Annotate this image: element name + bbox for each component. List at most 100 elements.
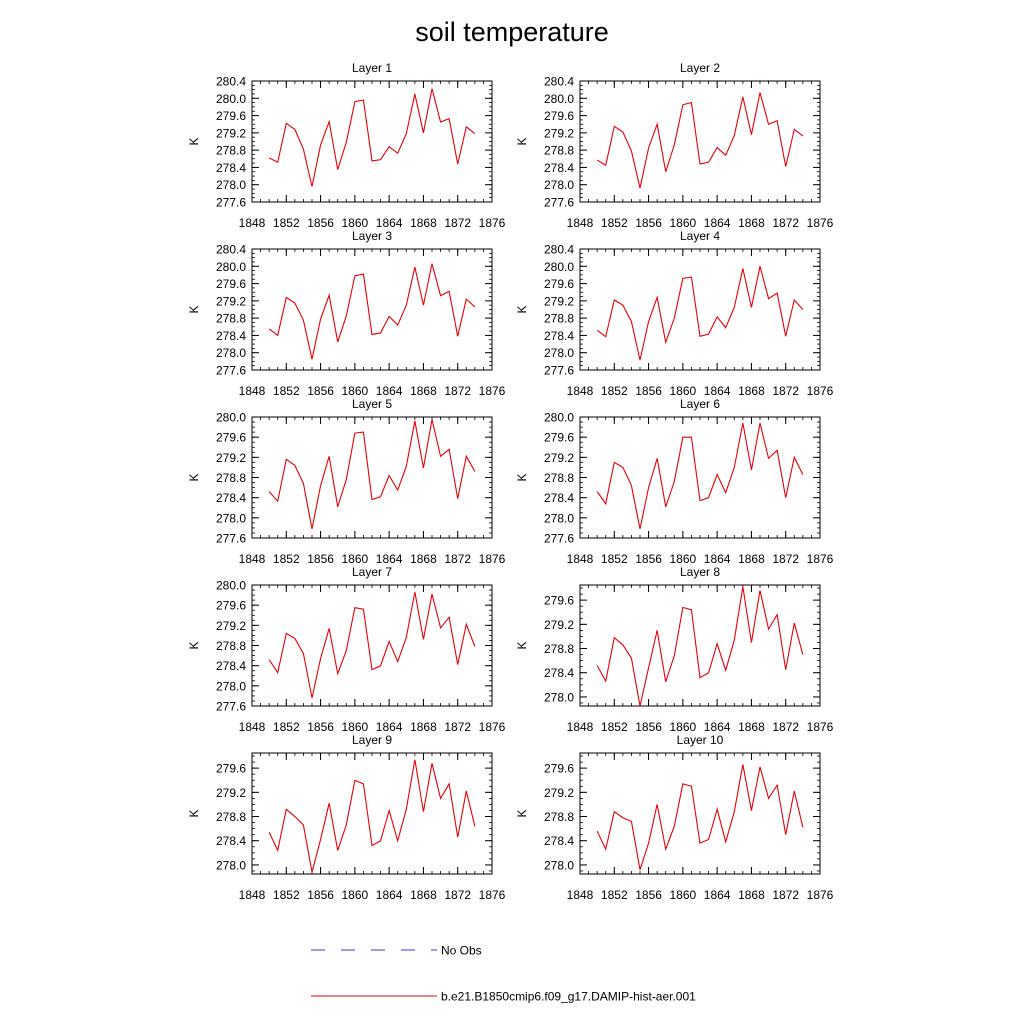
y-tick-label: 278.8 (544, 471, 574, 485)
y-tick-label: 278.0 (216, 511, 246, 525)
x-tick-label: 1868 (410, 216, 437, 230)
series-line (596, 422, 804, 530)
panel-title: Layer 7 (352, 565, 392, 579)
x-tick-label: 1860 (342, 888, 369, 902)
x-tick-label: 1872 (444, 888, 471, 902)
y-tick-label: 280.0 (544, 260, 574, 274)
panel-layer-1: 1848 1852 1856 1860 1864 1868 1872 1876 277.6 278… (187, 61, 506, 230)
x-tick-label: 1856 (635, 216, 662, 230)
x-tick-label: 1852 (601, 216, 628, 230)
x-tick-label: 1872 (772, 384, 799, 398)
panel-title: Layer 2 (680, 61, 720, 75)
x-tick-label: 1872 (444, 216, 471, 230)
y-tick-label: 278.4 (216, 834, 246, 848)
y-tick-label: 279.6 (216, 431, 246, 445)
series-line (268, 591, 476, 699)
y-tick-label: 278.0 (544, 346, 574, 360)
y-axis-label: K (515, 641, 529, 649)
y-tick-label: 277.6 (544, 532, 574, 546)
panel-layer-3: 1848 1852 1856 1860 1864 1868 1872 1876 277.6 278… (187, 229, 506, 398)
y-tick-label: 277.6 (216, 700, 246, 714)
series-line (268, 263, 476, 360)
y-tick-label: 279.6 (544, 594, 574, 608)
panel-title: Layer 9 (352, 733, 392, 747)
y-tick-label: 280.0 (216, 411, 246, 425)
plot-frame (251, 248, 493, 371)
x-tick-label: 1860 (670, 216, 697, 230)
plot-frame (579, 248, 821, 371)
y-tick-label: 280.0 (216, 260, 246, 274)
x-tick-label: 1848 (567, 888, 594, 902)
series-line (596, 92, 804, 189)
panel-title: Layer 8 (680, 565, 720, 579)
x-tick-label: 1860 (342, 720, 369, 734)
panel-title: Layer 1 (352, 61, 392, 75)
y-tick-label: 279.6 (216, 599, 246, 613)
plot-frame (251, 80, 493, 203)
x-tick-label: 1856 (307, 384, 334, 398)
y-tick-label: 279.6 (544, 762, 574, 776)
x-tick-label: 1864 (376, 552, 403, 566)
y-tick-label: 279.6 (216, 109, 246, 123)
y-tick-label: 278.0 (544, 858, 574, 872)
x-tick-label: 1872 (444, 720, 471, 734)
panel-layer-10: 1848 1852 1856 1860 1864 1868 1872 1876 278.0 278… (515, 733, 834, 902)
y-axis-label: K (187, 137, 201, 145)
y-tick-label: 279.2 (216, 786, 246, 800)
x-tick-label: 1868 (410, 552, 437, 566)
x-tick-label: 1848 (567, 720, 594, 734)
x-tick-label: 1848 (567, 552, 594, 566)
y-tick-label: 278.8 (544, 642, 574, 656)
panel-layer-7: 1848 1852 1856 1860 1864 1868 1872 1876 277.6 278… (187, 565, 506, 734)
panel-title: Layer 10 (677, 733, 724, 747)
y-axis-label: K (515, 473, 529, 481)
legend-label: b.e21.B1850cmip6.f09_g17.DAMIP-hist-aer.… (441, 990, 696, 1004)
x-tick-label: 1860 (342, 384, 369, 398)
x-tick-label: 1848 (239, 216, 266, 230)
y-tick-label: 278.4 (216, 491, 246, 505)
y-tick-label: 278.4 (216, 329, 246, 343)
y-tick-label: 278.4 (216, 659, 246, 673)
y-tick-label: 278.4 (544, 329, 574, 343)
x-tick-label: 1868 (738, 888, 765, 902)
y-tick-label: 279.6 (216, 762, 246, 776)
x-tick-label: 1856 (307, 888, 334, 902)
panel-title: Layer 4 (680, 229, 720, 243)
y-tick-label: 278.0 (544, 690, 574, 704)
y-tick-label: 279.2 (216, 294, 246, 308)
series-line (596, 764, 804, 870)
y-tick-label: 278.8 (544, 144, 574, 158)
x-tick-label: 1868 (410, 888, 437, 902)
x-tick-label: 1852 (273, 552, 300, 566)
plot-frame (251, 416, 493, 539)
y-tick-label: 278.4 (544, 834, 574, 848)
series-line (268, 759, 476, 873)
plot-frame (579, 584, 821, 707)
y-tick-label: 280.0 (544, 92, 574, 106)
x-tick-label: 1864 (376, 720, 403, 734)
y-tick-label: 278.4 (216, 161, 246, 175)
x-tick-label: 1860 (342, 552, 369, 566)
y-axis-label: K (187, 641, 201, 649)
plot-frame (251, 752, 493, 875)
plot-frame (579, 752, 821, 875)
panel-layer-5: 1848 1852 1856 1860 1864 1868 1872 1876 277.6 278… (187, 397, 506, 566)
x-tick-label: 1860 (670, 888, 697, 902)
panel-layer-4: 1848 1852 1856 1860 1864 1868 1872 1876 277.6 278… (515, 229, 834, 398)
y-tick-label: 279.6 (544, 109, 574, 123)
y-tick-label: 278.8 (216, 810, 246, 824)
y-tick-label: 277.6 (216, 364, 246, 378)
x-tick-label: 1856 (635, 888, 662, 902)
x-tick-label: 1864 (704, 720, 731, 734)
y-tick-label: 278.0 (216, 346, 246, 360)
x-tick-label: 1872 (444, 552, 471, 566)
x-tick-label: 1848 (239, 888, 266, 902)
plot-frame (251, 584, 493, 707)
y-tick-label: 278.8 (216, 312, 246, 326)
x-tick-label: 1876 (807, 720, 834, 734)
x-tick-label: 1856 (307, 552, 334, 566)
y-tick-label: 279.2 (544, 786, 574, 800)
x-tick-label: 1856 (635, 552, 662, 566)
